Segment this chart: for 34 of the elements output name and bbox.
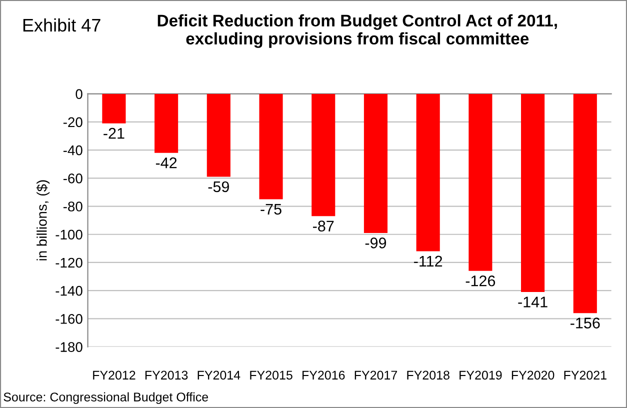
data-label: -42 [156, 157, 177, 168]
x-tick-label: FY2013 [145, 370, 188, 380]
x-tick-label: FY2017 [354, 370, 397, 380]
y-tick-label: 0 [76, 89, 82, 100]
x-tick-label: FY2021 [564, 370, 606, 380]
y-tick-label: -80 [63, 202, 82, 212]
data-label: -59 [208, 181, 229, 192]
chart-title: Deficit Reduction from Budget Control Act of 2011, excluding provisions from fiscal committee [158, 14, 557, 48]
data-label: -99 [365, 238, 386, 248]
x-tick-label: FY2015 [250, 370, 292, 380]
x-tick-label: FY2014 [198, 370, 240, 380]
x-tick-label: FY2012 [93, 370, 136, 380]
y-tick-label: -20 [63, 117, 82, 128]
y-tick-label: -160 [56, 314, 82, 324]
data-label: -126 [466, 275, 496, 286]
data-label: -75 [260, 204, 282, 215]
data-label: -21 [104, 128, 124, 139]
data-label: -87 [313, 220, 334, 232]
y-axis-title: in billions, ($) [36, 180, 50, 260]
y-tick-label: -40 [63, 145, 82, 156]
data-label: -141 [518, 296, 548, 308]
data-label: -156 [570, 318, 600, 328]
y-tick-label: -140 [56, 286, 82, 296]
y-tick-label: -120 [56, 258, 82, 268]
data-label: -112 [414, 256, 442, 266]
y-tick-label: -180 [56, 342, 82, 352]
x-tick-label: FY2019 [460, 370, 502, 380]
x-tick-label: FY2018 [407, 370, 450, 380]
y-tick-label: -100 [56, 230, 82, 240]
text: Exhibit 47 [23, 18, 100, 32]
x-tick-label: FY2016 [302, 370, 345, 380]
source-note: Source: Congressional Budget Office [4, 392, 208, 404]
x-tick-label: FY2020 [512, 370, 554, 380]
y-tick-label: -60 [63, 173, 82, 184]
